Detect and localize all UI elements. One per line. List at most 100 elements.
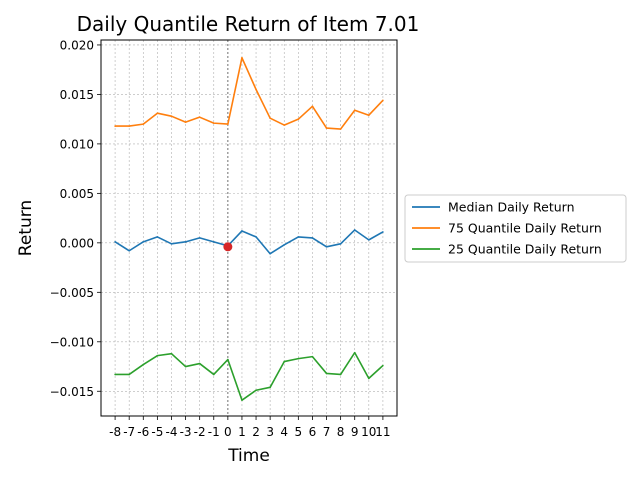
x-tick-label: 2 bbox=[252, 425, 260, 439]
data-point-75-quantile-daily-return bbox=[198, 116, 201, 118]
data-point-25-quantile-daily-return bbox=[184, 365, 187, 368]
x-tick-label: -6 bbox=[137, 425, 149, 439]
y-axis-title: Return bbox=[16, 200, 36, 256]
data-point-25-quantile-daily-return bbox=[297, 357, 300, 360]
data-point-75-quantile-daily-return bbox=[325, 127, 328, 129]
x-tick-label: -5 bbox=[151, 425, 163, 439]
data-point-75-quantile-daily-return bbox=[269, 117, 271, 119]
data-point-75-quantile-daily-return bbox=[241, 57, 243, 59]
data-point-median-daily-return bbox=[184, 241, 187, 243]
legend: Median Daily Return 75 Quantile Daily Ret… bbox=[404, 194, 627, 263]
data-point-25-quantile-daily-return bbox=[227, 358, 229, 361]
x-tick-label: -7 bbox=[123, 425, 135, 439]
data-point-median-daily-return bbox=[142, 241, 145, 243]
legend-label: 75 Quantile Daily Return bbox=[448, 221, 602, 236]
data-point-25-quantile-daily-return bbox=[283, 360, 286, 363]
data-point-75-quantile-daily-return bbox=[382, 99, 384, 102]
data-point-75-quantile-daily-return bbox=[227, 123, 229, 125]
x-tick-label: 0 bbox=[224, 425, 232, 439]
x-tick-label: 3 bbox=[266, 425, 274, 439]
data-point-25-quantile-daily-return bbox=[339, 373, 342, 376]
x-tick-label: 8 bbox=[337, 425, 345, 439]
data-point-25-quantile-daily-return bbox=[382, 364, 384, 367]
plot-frame bbox=[100, 39, 398, 417]
data-point-25-quantile-daily-return bbox=[353, 351, 356, 354]
x-tick-label: -1 bbox=[208, 425, 220, 439]
x-axis-title: Time bbox=[227, 446, 270, 466]
data-point-75-quantile-daily-return bbox=[156, 112, 159, 115]
data-point-75-quantile-daily-return bbox=[170, 115, 173, 117]
data-point-median-daily-return bbox=[170, 243, 173, 245]
y-tick-label: 0.000 bbox=[60, 236, 94, 250]
data-point-median-daily-return bbox=[255, 236, 257, 238]
y-tick-label: −0.005 bbox=[50, 286, 94, 300]
data-point-25-quantile-daily-return bbox=[241, 399, 243, 401]
data-point-25-quantile-daily-return bbox=[170, 352, 173, 355]
chart-title: Daily Quantile Return of Item 7.01 bbox=[77, 12, 420, 36]
data-point-25-quantile-daily-return bbox=[269, 386, 271, 389]
data-point-median-daily-return bbox=[212, 241, 215, 243]
x-tick-label: 6 bbox=[309, 425, 317, 439]
y-tick-label: −0.015 bbox=[50, 385, 94, 399]
data-point-median-daily-return bbox=[382, 231, 384, 233]
data-point-median-daily-return bbox=[339, 243, 342, 245]
data-point-median-daily-return bbox=[297, 236, 300, 238]
x-tick-label: 10 bbox=[361, 425, 376, 439]
data-point-75-quantile-daily-return bbox=[353, 109, 356, 112]
series-line-75-quantile-daily-return bbox=[115, 57, 384, 130]
event-marker bbox=[223, 242, 233, 252]
series-line-25-quantile-daily-return bbox=[115, 351, 384, 401]
data-point-25-quantile-daily-return bbox=[325, 372, 328, 375]
data-point-75-quantile-daily-return bbox=[114, 125, 116, 127]
x-tick-label: -8 bbox=[109, 425, 121, 439]
data-point-75-quantile-daily-return bbox=[128, 125, 130, 127]
event-marker-layer bbox=[223, 242, 233, 252]
x-tick-label: 7 bbox=[323, 425, 331, 439]
y-tick-label: −0.010 bbox=[50, 335, 94, 349]
data-point-25-quantile-daily-return bbox=[368, 377, 370, 380]
data-point-25-quantile-daily-return bbox=[114, 373, 116, 376]
data-point-25-quantile-daily-return bbox=[128, 373, 130, 376]
data-point-75-quantile-daily-return bbox=[142, 123, 145, 125]
data-point-25-quantile-daily-return bbox=[142, 363, 145, 366]
data-point-75-quantile-daily-return bbox=[184, 121, 187, 123]
data-point-median-daily-return bbox=[325, 246, 328, 248]
data-point-75-quantile-daily-return bbox=[339, 128, 342, 130]
legend-label: Median Daily Return bbox=[448, 200, 575, 215]
x-tick-label: 5 bbox=[295, 425, 303, 439]
legend-frame bbox=[404, 194, 627, 263]
y-tick-label: 0.015 bbox=[60, 88, 94, 102]
x-tick-label: 11 bbox=[375, 425, 390, 439]
data-point-median-daily-return bbox=[368, 239, 370, 241]
data-point-median-daily-return bbox=[114, 241, 116, 243]
y-tick-label: 0.010 bbox=[60, 137, 94, 151]
data-point-25-quantile-daily-return bbox=[212, 373, 215, 376]
data-point-75-quantile-daily-return bbox=[297, 118, 300, 120]
grid bbox=[101, 40, 397, 416]
data-point-median-daily-return bbox=[128, 249, 130, 252]
data-point-median-daily-return bbox=[241, 230, 243, 232]
data-point-75-quantile-daily-return bbox=[255, 88, 257, 91]
x-tick-label: -4 bbox=[165, 425, 177, 439]
x-tick-label: -2 bbox=[194, 425, 206, 439]
y-axis-ticks: −0.015 −0.010 −0.005 0.000 0.005 0.010 0.015 0.… bbox=[50, 38, 101, 399]
data-point-median-daily-return bbox=[353, 229, 356, 231]
x-tick-label: 9 bbox=[351, 425, 359, 439]
series-layer bbox=[114, 57, 384, 401]
data-point-25-quantile-daily-return bbox=[198, 362, 201, 365]
data-point-median-daily-return bbox=[269, 252, 271, 255]
legend-label: 25 Quantile Daily Return bbox=[448, 242, 602, 257]
data-point-75-quantile-daily-return bbox=[368, 114, 370, 116]
data-point-median-daily-return bbox=[311, 237, 314, 239]
x-tick-label: 4 bbox=[280, 425, 288, 439]
x-tick-label: -3 bbox=[180, 425, 192, 439]
data-point-75-quantile-daily-return bbox=[311, 105, 314, 108]
data-point-25-quantile-daily-return bbox=[255, 389, 257, 392]
series-line-median-daily-return bbox=[114, 229, 384, 255]
data-point-median-daily-return bbox=[156, 236, 159, 238]
data-point-75-quantile-daily-return bbox=[283, 124, 286, 126]
x-tick-label: 1 bbox=[238, 425, 246, 439]
data-point-25-quantile-daily-return bbox=[156, 354, 159, 357]
